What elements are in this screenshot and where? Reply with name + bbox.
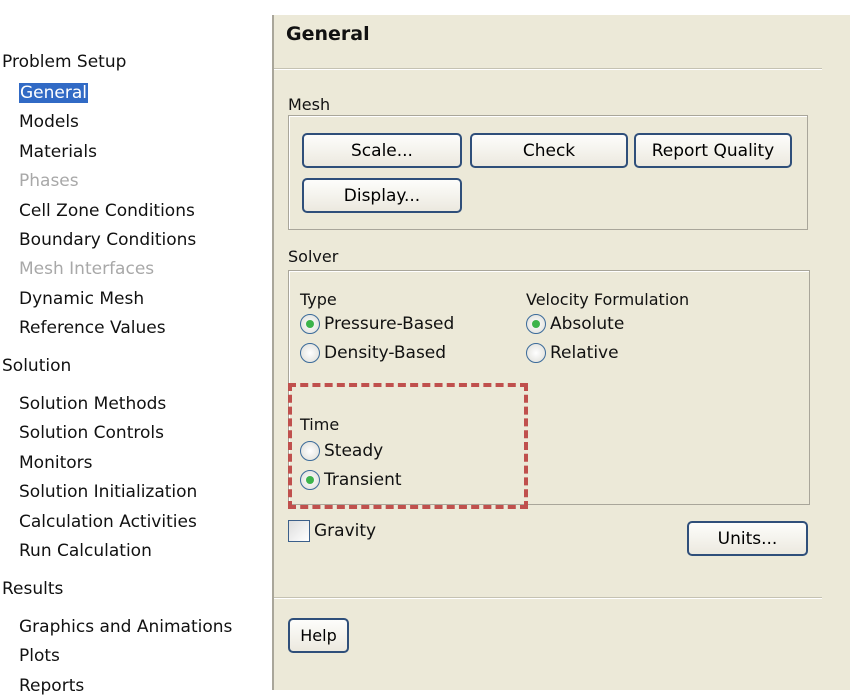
radio-unchecked-icon <box>526 343 546 363</box>
time-label: Time <box>300 415 340 434</box>
tree-item-solution-initialization[interactable]: Solution Initialization <box>19 482 197 502</box>
tree-item-solution-methods[interactable]: Solution Methods <box>19 394 166 414</box>
tree-item-label: Calculation Activities <box>19 511 197 532</box>
tree-item-label: Boundary Conditions <box>19 230 197 250</box>
tree-item-label: Plots <box>19 646 60 667</box>
highlight-box <box>288 383 528 509</box>
help-button[interactable]: Help <box>288 618 349 653</box>
tree-item-label: Materials <box>19 141 97 162</box>
tree-item-label: Solution Initialization <box>19 482 198 503</box>
tree-section-solution[interactable]: Solution <box>2 356 72 376</box>
tree-item-label: Run Calculation <box>19 541 152 561</box>
mesh-group <box>288 115 808 230</box>
checkbox-label: Gravity <box>314 521 377 541</box>
tree-item-phases: Phases <box>19 171 79 191</box>
divider <box>274 68 822 70</box>
radio-label: Steady <box>324 441 384 461</box>
general-panel: General Mesh Scale... Check Report Quali… <box>272 15 850 690</box>
radio-checked-icon <box>300 470 320 490</box>
tree-item-label: Monitors <box>19 452 93 473</box>
relative-radio[interactable]: Relative <box>526 343 619 363</box>
checkbox-icon <box>288 520 310 542</box>
radio-unchecked-icon <box>300 441 320 461</box>
tree-item-label: Phases <box>19 171 79 192</box>
panel-title: General <box>286 23 370 45</box>
tree-item-graphics-and-animations[interactable]: Graphics and Animations <box>19 617 232 637</box>
tree-item-run-calculation[interactable]: Run Calculation <box>19 541 152 561</box>
tree-item-calculation-activities[interactable]: Calculation Activities <box>19 512 197 532</box>
radio-label: Transient <box>324 470 402 490</box>
tree-item-models[interactable]: Models <box>19 112 79 132</box>
divider <box>274 597 822 599</box>
tree-item-solution-controls[interactable]: Solution Controls <box>19 423 164 443</box>
radio-checked-icon <box>526 314 546 334</box>
tree-item-label: Mesh Interfaces <box>19 259 155 280</box>
tree-item-label: Reference Values <box>19 318 166 339</box>
radio-unchecked-icon <box>300 343 320 363</box>
tree-item-reports[interactable]: Reports <box>19 676 84 696</box>
solver-label: Solver <box>288 247 339 266</box>
tree-item-dynamic-mesh[interactable]: Dynamic Mesh <box>19 289 144 309</box>
tree-item-plots[interactable]: Plots <box>19 646 60 666</box>
tree-item-materials[interactable]: Materials <box>19 142 97 162</box>
radio-label: Pressure-Based <box>324 314 455 334</box>
transient-radio[interactable]: Transient <box>300 470 402 490</box>
tree-item-label: Dynamic Mesh <box>19 288 145 309</box>
type-label: Type <box>300 290 337 309</box>
mesh-label: Mesh <box>288 95 331 114</box>
gravity-checkbox[interactable]: Gravity <box>288 520 376 542</box>
tree-item-boundary-conditions[interactable]: Boundary Conditions <box>19 230 196 250</box>
scale-button[interactable]: Scale... <box>302 133 462 168</box>
check-button[interactable]: Check <box>470 133 628 168</box>
tree-item-label: Models <box>19 112 79 133</box>
tree-item-label: Reports <box>19 675 85 696</box>
tree-item-mesh-interfaces: Mesh Interfaces <box>19 259 154 279</box>
radio-checked-icon <box>300 314 320 334</box>
tree-item-label: General <box>19 83 88 103</box>
tree-section-results[interactable]: Results <box>2 579 64 599</box>
radio-label: Absolute <box>550 314 625 334</box>
density-based-radio[interactable]: Density-Based <box>300 343 446 363</box>
tree-item-label: Solution Controls <box>19 423 164 444</box>
pressure-based-radio[interactable]: Pressure-Based <box>300 314 454 334</box>
tree-item-cell-zone-conditions[interactable]: Cell Zone Conditions <box>19 201 195 221</box>
tree-item-reference-values[interactable]: Reference Values <box>19 318 166 338</box>
tree-item-monitors[interactable]: Monitors <box>19 453 92 473</box>
display-button[interactable]: Display... <box>302 178 462 213</box>
tree-item-label: Graphics and Animations <box>19 617 233 637</box>
absolute-radio[interactable]: Absolute <box>526 314 624 334</box>
velocity-formulation-label: Velocity Formulation <box>526 290 690 309</box>
tree-item-label: Solution Methods <box>19 394 167 414</box>
steady-radio[interactable]: Steady <box>300 441 383 461</box>
radio-label: Density-Based <box>324 343 447 363</box>
report-quality-button[interactable]: Report Quality <box>634 133 792 168</box>
tree-item-general[interactable]: General <box>19 83 88 103</box>
tree-section-problem-setup[interactable]: Problem Setup <box>2 52 127 72</box>
units-button[interactable]: Units... <box>687 521 808 556</box>
radio-label: Relative <box>550 343 619 363</box>
tree-item-label: Cell Zone Conditions <box>19 200 195 221</box>
